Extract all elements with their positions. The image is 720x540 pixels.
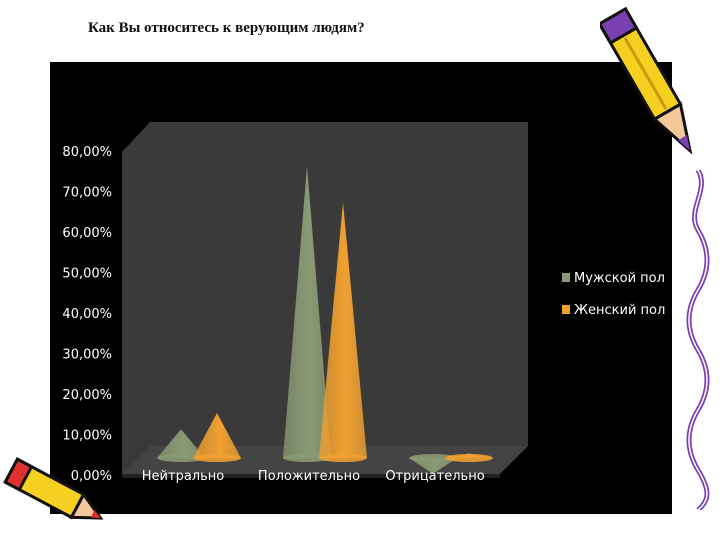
cone-bar (409, 454, 457, 474)
x-axis-categories: Нейтрально Положительно Отрицательно (142, 469, 485, 484)
legend-label: Женский пол (574, 303, 665, 318)
cone-bar (157, 429, 205, 462)
cone-bar (445, 453, 493, 462)
y-tick-label: 30,00% (62, 348, 112, 363)
y-tick-label: 40,00% (62, 307, 112, 322)
y-tick-label: 50,00% (62, 267, 112, 282)
cone-bar-male (409, 458, 457, 474)
legend-swatch (562, 305, 570, 314)
x-category-label: Нейтрально (142, 469, 224, 484)
pencil-icon (3, 457, 104, 520)
chart-series (157, 166, 493, 474)
legend: Мужской пол Женский пол (562, 271, 665, 318)
plot-back-wall (122, 122, 528, 474)
cone-bar-female (319, 202, 367, 458)
y-tick-label: 70,00% (62, 186, 112, 201)
squiggle-border (686, 170, 710, 510)
cone-bar-male (283, 166, 331, 458)
pencil-icon (600, 6, 693, 155)
y-tick-label: 60,00% (62, 226, 112, 241)
x-category-label: Отрицательно (385, 469, 484, 484)
cone-bar-male (157, 429, 205, 458)
cone-base (283, 454, 331, 462)
page-title: Как Вы относитесь к верующим людям? (88, 20, 365, 36)
y-axis-ticks: 0,00% 10,00% 20,00% 30,00% 40,00% 50,00% 60,00… (62, 145, 112, 484)
plot-floor-edge (122, 474, 500, 478)
cone-base (319, 454, 367, 462)
cone-base (157, 454, 205, 462)
chart-panel: 0,00% 10,00% 20,00% 30,00% 40,00% 50,00% 60,00… (50, 62, 672, 514)
cone-base (193, 454, 241, 462)
cone-base (445, 454, 493, 462)
cone-bar (319, 202, 367, 462)
y-tick-label: 80,00% (62, 145, 112, 160)
cone-bar (283, 166, 331, 462)
y-tick-label: 20,00% (62, 388, 112, 403)
x-category-label: Положительно (258, 469, 360, 484)
chart: 0,00% 10,00% 20,00% 30,00% 40,00% 50,00% 60,00… (62, 122, 665, 484)
legend-label: Мужской пол (574, 271, 665, 286)
cone-base (409, 454, 457, 462)
cone-bar-female (193, 413, 241, 458)
cone-bar (193, 413, 241, 462)
y-tick-label: 0,00% (71, 469, 112, 484)
y-tick-label: 10,00% (62, 429, 112, 444)
legend-swatch (562, 273, 570, 282)
